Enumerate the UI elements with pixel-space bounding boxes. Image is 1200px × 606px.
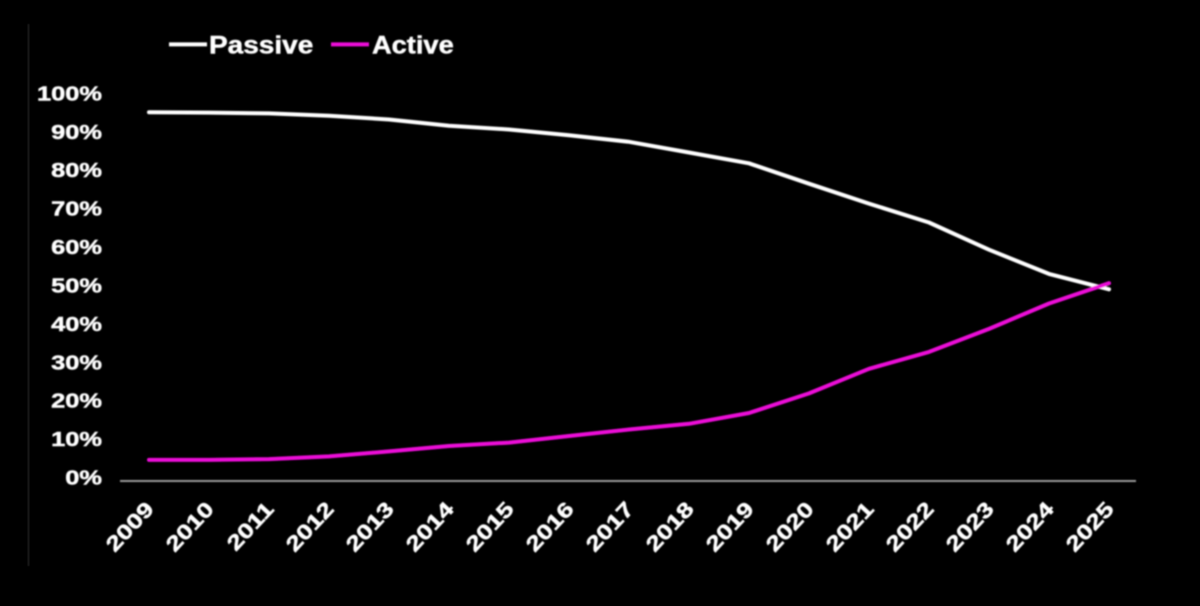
svg-text:Passive: Passive — [209, 31, 313, 59]
svg-text:80%: 80% — [51, 159, 102, 182]
svg-text:20%: 20% — [51, 389, 102, 412]
svg-text:40%: 40% — [51, 312, 102, 335]
svg-text:70%: 70% — [51, 197, 102, 220]
svg-text:Active: Active — [372, 31, 454, 60]
svg-text:90%: 90% — [51, 120, 102, 143]
svg-text:0%: 0% — [65, 466, 102, 489]
svg-text:30%: 30% — [51, 351, 102, 374]
svg-text:100%: 100% — [37, 82, 102, 105]
svg-text:60%: 60% — [51, 236, 102, 259]
svg-text:10%: 10% — [51, 428, 102, 451]
svg-text:50%: 50% — [51, 274, 102, 297]
